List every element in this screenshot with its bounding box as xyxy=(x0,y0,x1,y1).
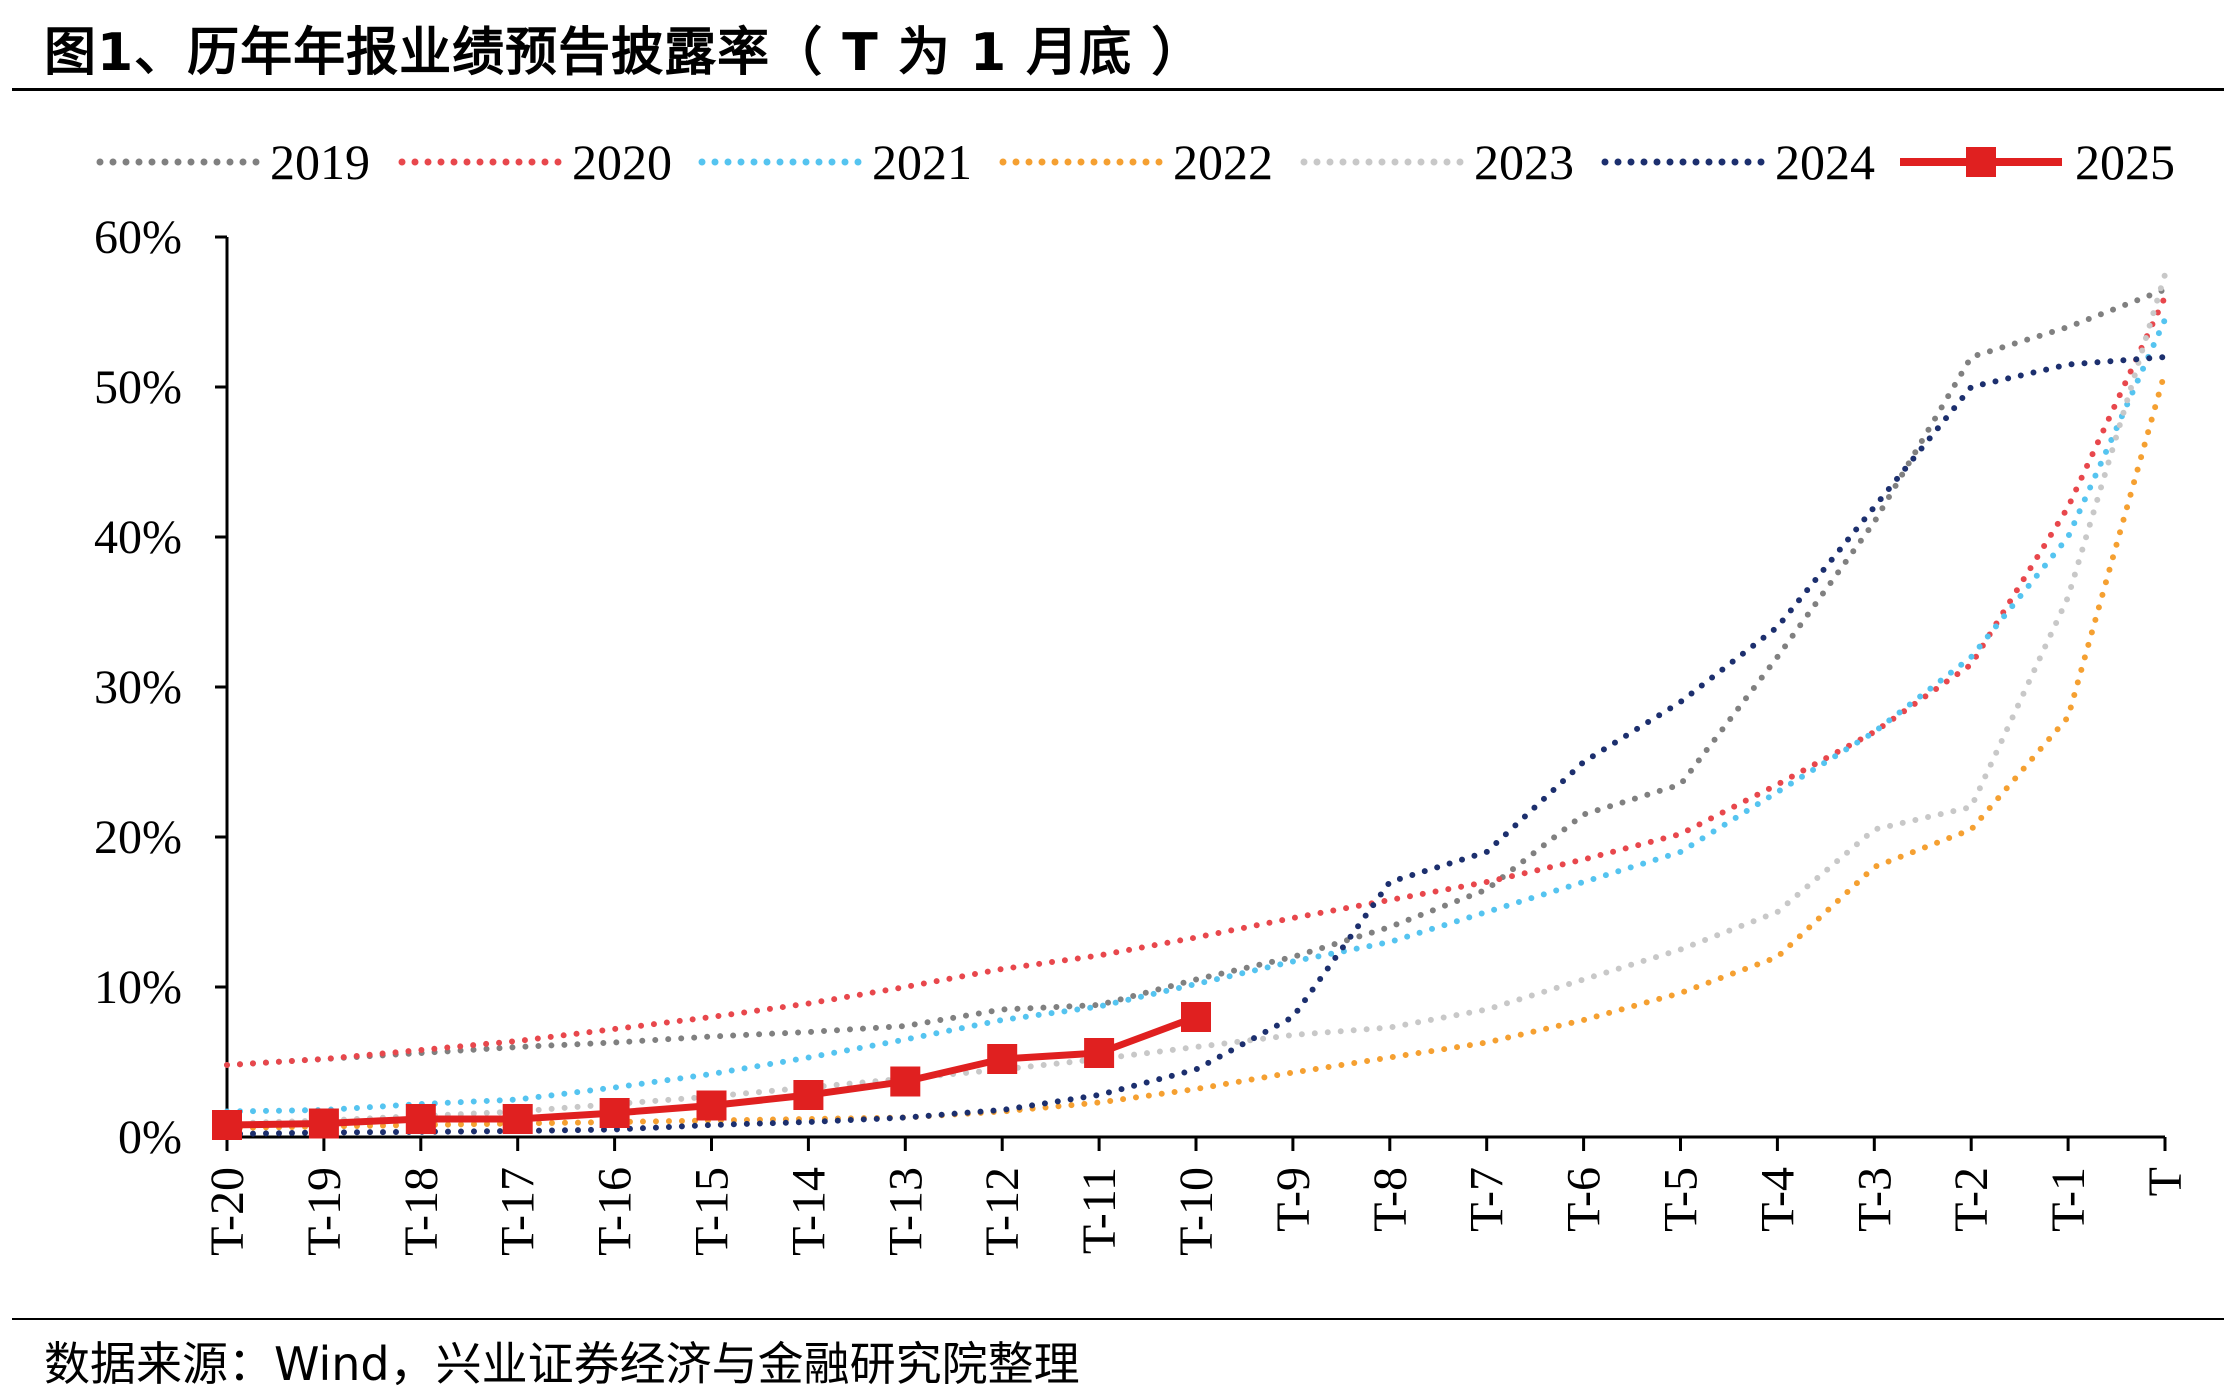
series-line-2021 xyxy=(224,316,2168,1115)
x-tick-label: T-5 xyxy=(1655,1167,1708,1232)
y-tick-label: 30% xyxy=(94,661,182,714)
series-marker-2025 xyxy=(405,1104,436,1134)
x-tick-label: T-13 xyxy=(879,1167,932,1256)
series-line-2024 xyxy=(224,354,2168,1137)
y-tick-label: 60% xyxy=(94,211,182,264)
y-tick-label: 40% xyxy=(94,511,182,564)
series-marker-2025 xyxy=(212,1110,242,1140)
x-tick-label: T-3 xyxy=(1848,1167,1901,1232)
series-marker-2025 xyxy=(1181,1002,1211,1032)
x-tick-label: T-20 xyxy=(201,1167,254,1256)
y-tick-label: 0% xyxy=(118,1111,182,1164)
line-chart: 2019 2020 2021 2022 2023 2024 2025 0% 10% 20% 30%… xyxy=(94,134,2192,1256)
x-tick-label: T-16 xyxy=(589,1167,642,1256)
x-tick-label: T-7 xyxy=(1461,1167,1514,1232)
legend-label-2021: 2021 xyxy=(872,134,972,190)
chart-title: 图1、历年年报业绩预告披露率（ T 为 1 月底 ） xyxy=(44,23,1205,83)
x-tick-label: T-14 xyxy=(782,1167,835,1256)
series-line-2020 xyxy=(224,294,2168,1068)
series-marker-2025 xyxy=(793,1080,824,1110)
legend-marker-2025 xyxy=(1966,147,1996,177)
y-tick-label: 50% xyxy=(94,361,182,414)
series-line-2023 xyxy=(224,271,2168,1127)
legend-label-2019: 2019 xyxy=(270,134,370,190)
series-marker-2025 xyxy=(599,1098,630,1128)
x-tick-label: T-18 xyxy=(395,1167,448,1256)
x-tick-label: T-4 xyxy=(1751,1167,1804,1232)
series-marker-2025 xyxy=(502,1104,533,1134)
legend-label-2025: 2025 xyxy=(2075,134,2175,190)
footer-rule xyxy=(12,1318,2224,1320)
data-source-note: 数据来源：Wind，兴业证券经济与金融研究院整理 xyxy=(44,1337,1080,1391)
title-rule xyxy=(12,88,2224,91)
x-tick-label: T-9 xyxy=(1267,1167,1320,1232)
x-tick-label: T-17 xyxy=(492,1167,545,1256)
x-tick-label: T-1 xyxy=(2042,1167,2095,1232)
series-marker-2025 xyxy=(1084,1038,1115,1068)
x-tick-label: T-10 xyxy=(1170,1167,1223,1256)
y-tick-label: 20% xyxy=(94,811,182,864)
legend-label-2022: 2022 xyxy=(1173,134,1273,190)
x-tick-label: T-19 xyxy=(298,1167,351,1256)
series-marker-2025 xyxy=(308,1108,339,1139)
series-marker-2025 xyxy=(890,1066,921,1097)
x-axis: T-20 T-19 T-18 T-17 T-16 T-15 T-14 T-13 T-12 T-11… xyxy=(201,1135,2192,1256)
x-tick-label: T-2 xyxy=(1945,1167,1998,1232)
x-tick-label: T-15 xyxy=(686,1167,739,1256)
x-tick-label: T xyxy=(2139,1167,2192,1196)
series-line-2022 xyxy=(224,369,2168,1131)
series-group xyxy=(212,271,2168,1140)
legend-label-2023: 2023 xyxy=(1474,134,1574,190)
y-axis: 0% 10% 20% 30% 40% 50% 60% xyxy=(94,211,229,1164)
x-tick-label: T-6 xyxy=(1558,1167,1611,1232)
series-marker-2025 xyxy=(696,1090,727,1121)
x-tick-label: T-11 xyxy=(1073,1167,1126,1254)
y-tick-label: 10% xyxy=(94,961,182,1014)
legend-label-2020: 2020 xyxy=(572,134,672,190)
chart-legend: 2019 2020 2021 2022 2023 2024 2025 xyxy=(96,134,2175,190)
x-tick-label: T-8 xyxy=(1364,1167,1417,1232)
x-tick-label: T-12 xyxy=(976,1167,1029,1256)
legend-label-2024: 2024 xyxy=(1775,134,1875,190)
series-line-2019 xyxy=(224,286,2168,1068)
series-marker-2025 xyxy=(987,1044,1018,1074)
